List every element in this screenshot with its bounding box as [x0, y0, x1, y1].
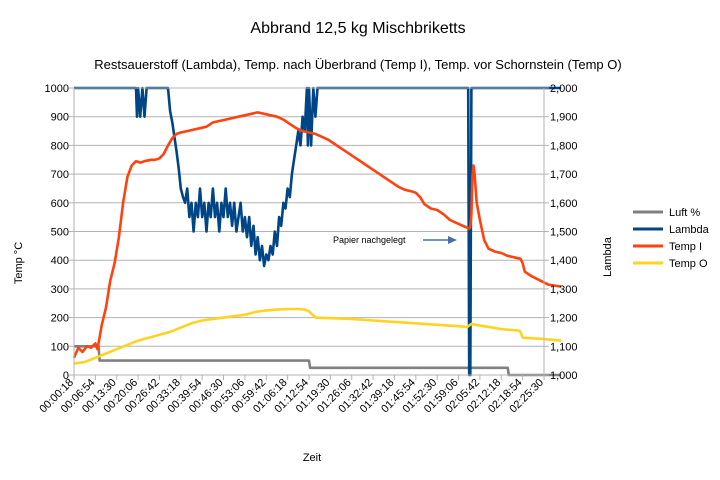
right-tick-label: 1,300: [550, 284, 578, 296]
right-tick-label: 2,000: [550, 83, 578, 95]
left-axis-ticks: 0 100 200 300 400 500 600 700 800 900 1000: [45, 83, 74, 382]
left-tick-label: 100: [51, 341, 69, 353]
legend-entry: Lambda: [669, 224, 710, 236]
left-tick-label: 200: [51, 313, 69, 325]
left-tick-label: 0: [63, 370, 69, 382]
right-tick-label: 1,100: [550, 341, 578, 353]
left-tick-label: 900: [51, 112, 69, 124]
legend-entry: Temp I: [669, 241, 702, 253]
left-tick-label: 700: [51, 169, 69, 181]
left-tick-label: 800: [51, 140, 69, 152]
series-line-temp-o: [73, 307, 562, 365]
chart-title: Abbrand 12,5 kg Mischbriketts: [250, 20, 465, 37]
series-line-temp-i: [72, 111, 562, 359]
left-tick-label: 400: [51, 255, 69, 267]
right-axis-ticks: 1,000 1,100 1,200 1,300 1,400 1,500 1,600 1,700…: [544, 83, 578, 382]
right-tick-label: 1,400: [550, 255, 578, 267]
right-tick-label: 1,800: [550, 140, 578, 152]
series-line-luft: [74, 345, 562, 377]
right-tick-label: 1,600: [550, 198, 578, 210]
right-tick-label: 1,500: [550, 227, 578, 239]
left-tick-label: 500: [51, 227, 69, 239]
plot-series: [72, 86, 562, 377]
legend-entry: Temp O: [669, 258, 708, 270]
chart-subtitle: Restsauerstoff (Lambda), Temp. nach Über…: [94, 57, 621, 72]
y-axis-right-label: Lambda: [602, 236, 614, 277]
legend-entry: Luft %: [669, 207, 700, 219]
left-tick-label: 600: [51, 198, 69, 210]
left-tick-label: 1000: [45, 83, 69, 95]
annotation: Papier nachgelegt: [333, 235, 457, 245]
right-tick-label: 1,700: [550, 169, 578, 181]
annotation-label: Papier nachgelegt: [333, 235, 406, 245]
x-axis-ticks: 00:00:1800:06:5400:13:3000:20:0600:26:42…: [37, 375, 546, 415]
y-axis-left-label: Temp °C: [13, 242, 25, 284]
legend: Luft % Lambda Temp I Temp O: [633, 207, 710, 270]
right-tick-label: 1,900: [550, 112, 578, 124]
right-tick-label: 1,000: [550, 370, 578, 382]
series-line-lambda: [74, 86, 562, 377]
right-tick-label: 1,200: [550, 313, 578, 325]
x-axis-label: Zeit: [303, 452, 321, 464]
left-tick-label: 300: [51, 284, 69, 296]
annotation-arrow-head: [448, 236, 457, 244]
